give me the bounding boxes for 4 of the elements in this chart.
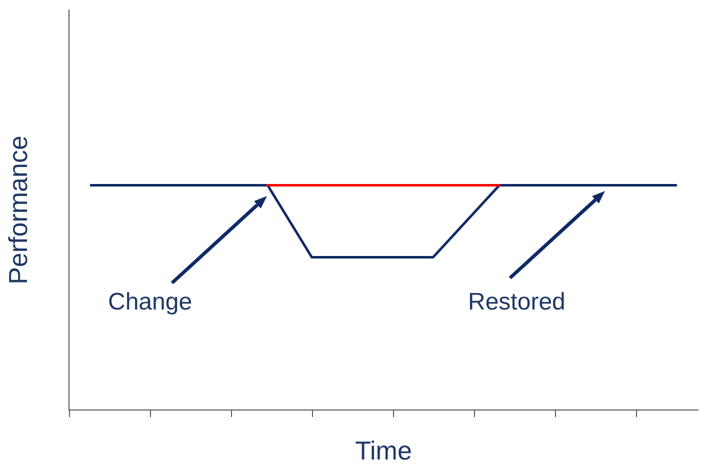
annotation: Restored bbox=[468, 288, 566, 316]
y-axis-title: Performance bbox=[2, 136, 33, 284]
annotation: Change bbox=[108, 288, 192, 316]
x-axis-title: Time bbox=[355, 436, 412, 466]
